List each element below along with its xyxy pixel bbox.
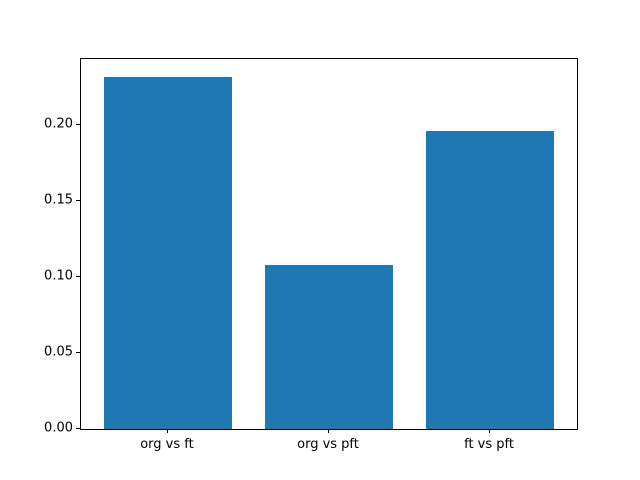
x-tick-mark: [166, 429, 168, 433]
y-tick-label: 0.20: [44, 116, 73, 132]
y-tick-label: 0.15: [44, 192, 73, 208]
y-tick-mark: [76, 123, 80, 125]
y-tick-mark: [76, 427, 80, 429]
x-tick-label: org vs ft: [140, 437, 194, 452]
y-tick-label: 0.00: [44, 420, 73, 436]
x-tick-label: ft vs pft: [464, 437, 514, 452]
bar-org-vs-pft: [264, 264, 394, 429]
y-tick-label: 0.10: [44, 268, 73, 284]
y-tick-mark: [76, 199, 80, 201]
x-tick-mark: [328, 429, 329, 433]
plot-area: [80, 58, 578, 430]
x-tick-mark: [489, 429, 491, 433]
y-tick-mark: [76, 275, 80, 277]
y-tick-label: 0.05: [44, 344, 73, 360]
x-tick-label: org vs pft: [297, 437, 359, 452]
bar-org-vs-ft: [103, 76, 233, 429]
y-tick-mark: [76, 351, 80, 353]
bar-ft-vs-pft: [425, 131, 555, 429]
